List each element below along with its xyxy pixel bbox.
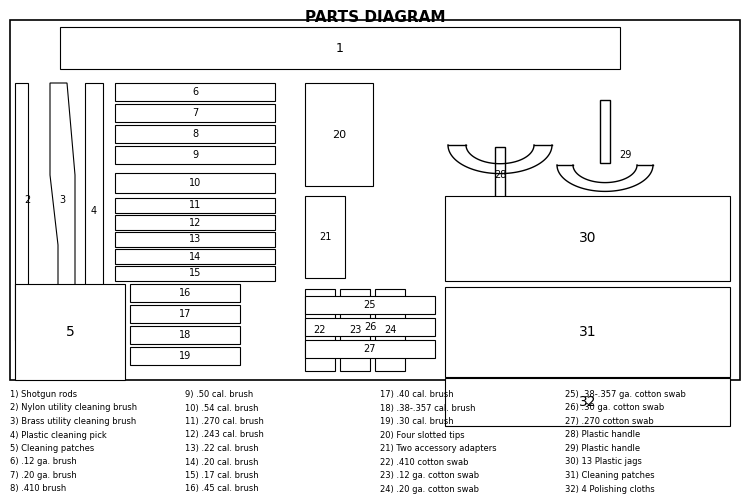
Text: 5: 5 (65, 325, 74, 339)
Bar (305, 296, 435, 314)
Bar (600, 100, 610, 163)
Bar (305, 289, 335, 371)
Bar (305, 318, 435, 336)
Text: 15: 15 (189, 269, 201, 279)
Text: 29: 29 (619, 150, 631, 160)
Text: 12) .243 cal. brush: 12) .243 cal. brush (185, 430, 264, 439)
Bar (10, 20, 740, 380)
Text: 22) .410 cotton swab: 22) .410 cotton swab (380, 457, 469, 466)
Text: 17: 17 (179, 309, 192, 319)
Text: 6: 6 (192, 87, 198, 97)
Bar (130, 284, 240, 302)
Text: 4) Plastic cleaning pick: 4) Plastic cleaning pick (10, 430, 107, 439)
Polygon shape (50, 83, 75, 340)
Text: PARTS DIAGRAM: PARTS DIAGRAM (305, 10, 445, 25)
Bar (445, 196, 730, 281)
Text: 7: 7 (192, 108, 198, 118)
Text: 17) .40 cal. brush: 17) .40 cal. brush (380, 390, 454, 399)
Text: 19) .30 cal. brush: 19) .30 cal. brush (380, 417, 454, 426)
Bar (305, 196, 345, 278)
Text: 14: 14 (189, 252, 201, 262)
Text: 8) .410 brush: 8) .410 brush (10, 484, 66, 493)
Bar (115, 266, 275, 281)
Bar (115, 146, 275, 164)
Text: 26) .30 ga. cotton swab: 26) .30 ga. cotton swab (565, 403, 664, 412)
Text: 14) .20 cal. brush: 14) .20 cal. brush (185, 457, 258, 466)
Text: 19: 19 (179, 351, 191, 361)
Text: 9: 9 (192, 150, 198, 160)
Text: 20) Four slotted tips: 20) Four slotted tips (380, 430, 465, 439)
Text: 21: 21 (319, 232, 331, 242)
Text: 3: 3 (59, 195, 65, 205)
Text: 20: 20 (332, 129, 346, 139)
Bar (115, 215, 275, 230)
Text: 7) .20 ga. brush: 7) .20 ga. brush (10, 471, 77, 480)
Text: 4: 4 (91, 206, 97, 216)
Text: 24) .20 ga. cotton swab: 24) .20 ga. cotton swab (380, 484, 479, 493)
Bar (115, 232, 275, 247)
Text: 18) .38-.357 cal. brush: 18) .38-.357 cal. brush (380, 403, 475, 412)
Text: 27: 27 (363, 344, 376, 354)
Text: 10) .54 cal. brush: 10) .54 cal. brush (185, 403, 258, 412)
Text: 16) .45 cal. brush: 16) .45 cal. brush (185, 484, 258, 493)
Text: 23: 23 (348, 325, 361, 335)
Text: 29) Plastic handle: 29) Plastic handle (565, 444, 640, 453)
Bar (15, 284, 125, 380)
Bar (85, 83, 103, 340)
Text: 1) Shotgun rods: 1) Shotgun rods (10, 390, 77, 399)
Text: 11) .270 cal. brush: 11) .270 cal. brush (185, 417, 264, 426)
Bar (495, 147, 505, 210)
Text: 27) .270 cotton swab: 27) .270 cotton swab (565, 417, 654, 426)
Bar (60, 27, 620, 69)
Text: 32) 4 Polishing cloths: 32) 4 Polishing cloths (565, 484, 655, 493)
Text: 24: 24 (384, 325, 397, 335)
Bar (115, 104, 275, 122)
Bar (130, 305, 240, 323)
Bar (340, 289, 370, 371)
Bar (375, 289, 405, 371)
Text: 18: 18 (179, 330, 191, 340)
Text: 2) Nylon utility cleaning brush: 2) Nylon utility cleaning brush (10, 403, 137, 412)
Text: 13: 13 (189, 234, 201, 244)
Text: 31) Cleaning patches: 31) Cleaning patches (565, 471, 655, 480)
Text: 2: 2 (24, 195, 30, 205)
Bar (115, 249, 275, 264)
Text: 28: 28 (494, 170, 506, 180)
Bar (115, 198, 275, 213)
Bar (130, 326, 240, 344)
Text: 8: 8 (192, 129, 198, 139)
Text: 12: 12 (189, 217, 201, 227)
Text: 23) .12 ga. cotton swab: 23) .12 ga. cotton swab (380, 471, 479, 480)
Text: 21) Two accessory adapters: 21) Two accessory adapters (380, 444, 496, 453)
Polygon shape (15, 83, 40, 340)
Text: 16: 16 (179, 288, 191, 298)
Bar (115, 125, 275, 143)
Bar (115, 83, 275, 101)
Bar (445, 287, 730, 377)
Text: 22: 22 (314, 325, 326, 335)
Bar (115, 173, 275, 193)
Text: 5) Cleaning patches: 5) Cleaning patches (10, 444, 94, 453)
Text: 15) .17 cal. brush: 15) .17 cal. brush (185, 471, 258, 480)
Text: 30: 30 (579, 231, 596, 245)
Text: 3) Brass utility cleaning brush: 3) Brass utility cleaning brush (10, 417, 136, 426)
Text: 13) .22 cal. brush: 13) .22 cal. brush (185, 444, 258, 453)
Text: 11: 11 (189, 200, 201, 210)
Text: 25) .38-.357 ga. cotton swab: 25) .38-.357 ga. cotton swab (565, 390, 686, 399)
Text: 1: 1 (336, 42, 344, 55)
Text: 26: 26 (363, 322, 376, 332)
Text: 6) .12 ga. brush: 6) .12 ga. brush (10, 457, 77, 466)
Text: 10: 10 (189, 178, 201, 188)
Bar (305, 83, 373, 186)
Text: 9) .50 cal. brush: 9) .50 cal. brush (185, 390, 253, 399)
Text: 32: 32 (579, 395, 596, 409)
Bar (130, 347, 240, 365)
Text: 25: 25 (363, 300, 376, 310)
Text: 31: 31 (579, 325, 596, 339)
Text: 30) 13 Plastic jags: 30) 13 Plastic jags (565, 457, 642, 466)
Bar (445, 378, 730, 426)
Text: 28) Plastic handle: 28) Plastic handle (565, 430, 641, 439)
Bar (305, 340, 435, 358)
